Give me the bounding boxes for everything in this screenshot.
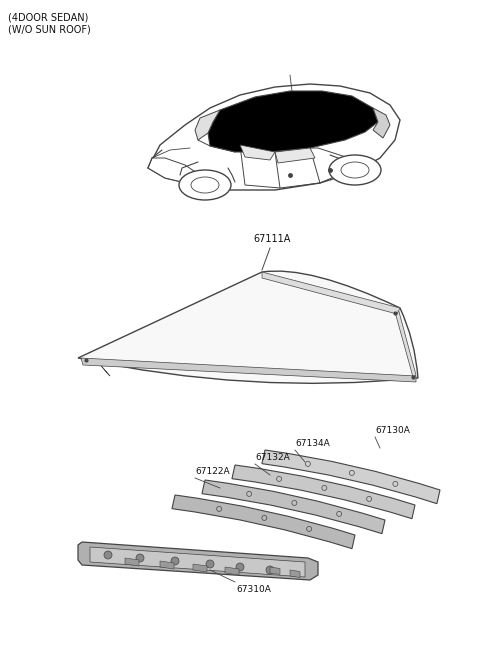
Circle shape — [236, 563, 244, 571]
Polygon shape — [125, 558, 139, 566]
Polygon shape — [90, 547, 305, 577]
Polygon shape — [81, 358, 416, 382]
Polygon shape — [290, 570, 300, 577]
Circle shape — [266, 566, 274, 574]
Polygon shape — [193, 564, 207, 572]
Text: (4DOOR SEDAN): (4DOOR SEDAN) — [8, 12, 88, 22]
Polygon shape — [225, 567, 239, 575]
Polygon shape — [148, 158, 200, 185]
Polygon shape — [160, 561, 174, 569]
PathPatch shape — [202, 480, 385, 534]
Polygon shape — [262, 272, 400, 314]
Text: 67134A: 67134A — [295, 439, 330, 448]
Circle shape — [136, 554, 144, 562]
PathPatch shape — [78, 271, 418, 383]
Ellipse shape — [329, 155, 381, 185]
PathPatch shape — [262, 450, 440, 504]
Polygon shape — [395, 308, 416, 377]
Text: 67111A: 67111A — [253, 234, 291, 244]
PathPatch shape — [172, 495, 355, 548]
Polygon shape — [148, 84, 400, 190]
PathPatch shape — [232, 465, 415, 519]
Text: 67132A: 67132A — [255, 453, 290, 462]
Polygon shape — [270, 567, 280, 575]
Polygon shape — [240, 145, 275, 160]
Circle shape — [171, 557, 179, 565]
Text: 67130A: 67130A — [375, 426, 410, 435]
Polygon shape — [373, 108, 390, 138]
Polygon shape — [275, 148, 315, 163]
Text: (W/O SUN ROOF): (W/O SUN ROOF) — [8, 24, 91, 34]
Text: 67310A: 67310A — [236, 585, 271, 594]
Polygon shape — [208, 91, 378, 152]
Circle shape — [206, 560, 214, 568]
Ellipse shape — [179, 170, 231, 200]
Polygon shape — [78, 542, 318, 580]
Polygon shape — [96, 360, 110, 376]
Polygon shape — [195, 110, 220, 140]
Circle shape — [104, 551, 112, 559]
Text: 67122A: 67122A — [195, 467, 229, 476]
